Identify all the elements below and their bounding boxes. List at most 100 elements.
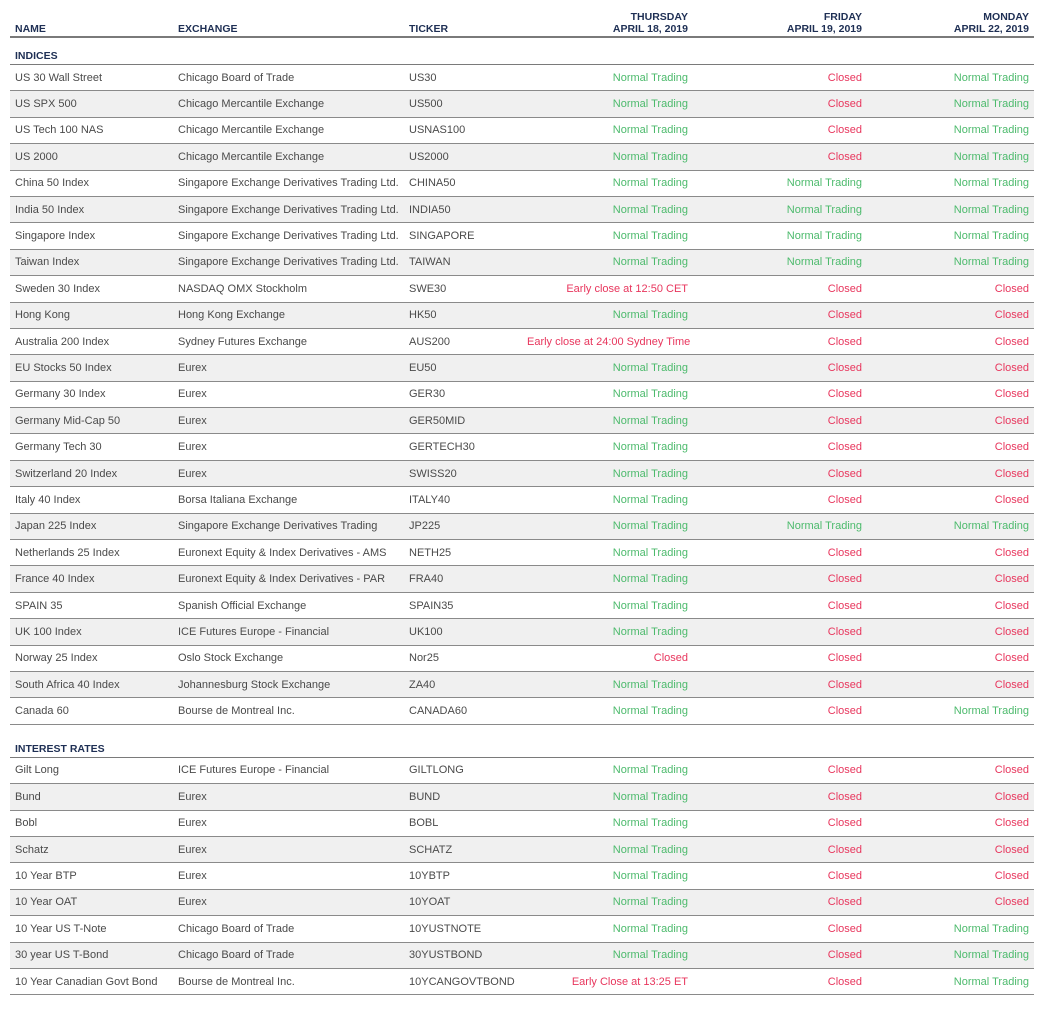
cell-ticker: 10YUSTNOTE [404,915,522,943]
table-row: Canada 60 Bourse de Montreal Inc. CANADA60… [10,697,1034,725]
cell-name: China 50 Index [10,170,173,197]
cell-ticker: US2000 [404,143,522,171]
header-ticker: TICKER [409,23,449,35]
cell-exchange: Borsa Italiana Exchange [173,486,404,514]
cell-exchange: Bourse de Montreal Inc. [173,697,404,725]
cell-ticker: CANADA60 [404,697,522,725]
cell-status-day1: Early close at 24:00 Sydney Time [522,328,693,356]
cell-exchange: Singapore Exchange Derivatives Trading L… [173,249,404,277]
table-row: China 50 Index Singapore Exchange Derivat… [10,170,1034,197]
cell-status-day2: Closed [693,968,867,996]
cell-status-day2: Closed [693,64,867,92]
cell-name: Schatz [10,836,173,864]
cell-status-day3: Normal Trading [867,697,1034,725]
cell-exchange: Chicago Board of Trade [173,915,404,943]
cell-status-day1: Normal Trading [522,486,693,514]
cell-status-day2: Closed [693,889,867,917]
cell-status-day3: Closed [867,539,1034,567]
cell-ticker: US30 [404,64,522,92]
cell-name: SPAIN 35 [10,592,173,620]
cell-status-day1: Normal Trading [522,697,693,725]
cell-exchange: Spanish Official Exchange [173,592,404,620]
table-row: Gilt Long ICE Futures Europe - Financial G… [10,757,1034,785]
cell-ticker: ITALY40 [404,486,522,514]
cell-status-day2: Closed [693,143,867,171]
table-row: Singapore Index Singapore Exchange Deriva… [10,222,1034,250]
cell-status-day1: Early Close at 13:25 ET [522,968,693,996]
cell-exchange: Eurex [173,433,404,461]
cell-name: 30 year US T-Bond [10,942,173,969]
cell-status-day1: Normal Trading [522,117,693,145]
cell-exchange: Bourse de Montreal Inc. [173,968,404,996]
cell-name: Taiwan Index [10,249,173,277]
cell-exchange: Chicago Mercantile Exchange [173,90,404,118]
cell-status-day1: Normal Trading [522,170,693,197]
header-day2-date: APRIL 19, 2019 [786,23,862,35]
cell-status-day2: Closed [693,328,867,356]
cell-status-day3: Closed [867,328,1034,356]
section-spacer [10,724,1034,741]
cell-exchange: Chicago Mercantile Exchange [173,117,404,145]
table-row: SPAIN 35 Spanish Official Exchange SPAIN35… [10,592,1034,620]
cell-status-day1: Normal Trading [522,354,693,382]
table-row: Sweden 30 Index NASDAQ OMX Stockholm SWE30… [10,275,1034,303]
header-exchange: EXCHANGE [178,23,238,35]
cell-status-day3: Closed [867,889,1034,917]
table-row: 10 Year BTP Eurex 10YBTP Normal Trading Clos… [10,862,1034,890]
cell-ticker: US500 [404,90,522,118]
cell-name: Netherlands 25 Index [10,539,173,567]
cell-status-day1: Normal Trading [522,592,693,620]
cell-exchange: Eurex [173,889,404,917]
cell-status-day3: Closed [867,460,1034,488]
cell-status-day3: Normal Trading [867,143,1034,171]
cell-status-day2: Closed [693,810,867,837]
cell-status-day2: Normal Trading [693,222,867,250]
table-row: EU Stocks 50 Index Eurex EU50 Normal Tradin… [10,354,1034,382]
cell-exchange: Euronext Equity & Index Derivatives - PA… [173,565,404,593]
cell-status-day1: Normal Trading [522,810,693,837]
header-name: NAME [15,23,46,35]
cell-status-day3: Normal Trading [867,942,1034,969]
cell-status-day2: Closed [693,592,867,620]
cell-exchange: Singapore Exchange Derivatives Trading [173,513,404,541]
cell-exchange: Euronext Equity & Index Derivatives - AM… [173,539,404,567]
table-row: US 30 Wall Street Chicago Board of Trade U… [10,64,1034,92]
cell-ticker: SINGAPORE [404,222,522,250]
header-day1-weekday: THURSDAY [630,11,688,23]
cell-status-day1: Normal Trading [522,915,693,943]
header-day2-weekday: FRIDAY [823,11,862,23]
cell-exchange: ICE Futures Europe - Financial [173,618,404,646]
cell-status-day1: Normal Trading [522,942,693,969]
cell-status-day1: Normal Trading [522,64,693,92]
cell-ticker: GILTLONG [404,757,522,785]
cell-name: 10 Year OAT [10,889,173,917]
cell-status-day1: Normal Trading [522,407,693,435]
table-row: US Tech 100 NAS Chicago Mercantile Exchan… [10,117,1034,145]
section-spacer [10,37,1034,48]
cell-status-day1: Normal Trading [522,671,693,699]
cell-name: US 2000 [10,143,173,171]
cell-status-day1: Normal Trading [522,836,693,864]
table-row: Switzerland 20 Index Eurex SWISS20 Normal T… [10,460,1034,488]
cell-status-day2: Closed [693,302,867,329]
table-row: US 2000 Chicago Mercantile Exchange US2000… [10,143,1034,171]
spacer-cell [10,724,1034,741]
cell-status-day2: Normal Trading [693,196,867,224]
cell-status-day2: Closed [693,275,867,303]
cell-ticker: GER50MID [404,407,522,435]
cell-status-day3: Normal Trading [867,117,1034,145]
cell-status-day3: Closed [867,757,1034,785]
table-row: 10 Year US T-Note Chicago Board of Trade 1… [10,915,1034,943]
cell-name: Switzerland 20 Index [10,460,173,488]
cell-status-day3: Normal Trading [867,170,1034,197]
cell-ticker: BUND [404,783,522,811]
cell-exchange: Johannesburg Stock Exchange [173,671,404,699]
cell-status-day1: Normal Trading [522,565,693,593]
section-title: INDICES [10,48,1034,65]
header-day1: THURSDAY APRIL 18, 2019 [522,8,693,37]
cell-name: Bund [10,783,173,811]
cell-status-day2: Closed [693,942,867,969]
cell-exchange: NASDAQ OMX Stockholm [173,275,404,303]
cell-ticker: NETH25 [404,539,522,567]
cell-ticker: 30YUSTBOND [404,942,522,969]
